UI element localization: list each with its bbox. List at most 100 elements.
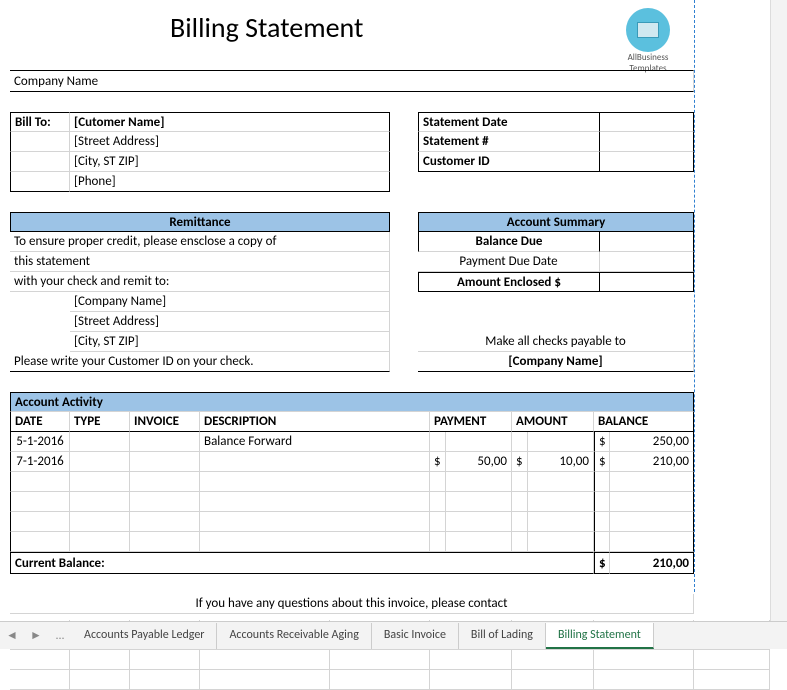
col-payment: PAYMENT xyxy=(430,412,512,432)
balance-due-value[interactable] xyxy=(600,232,694,252)
statement-number-label: Statement # xyxy=(418,132,600,152)
row-date[interactable] xyxy=(10,512,70,532)
bill-to-customer: [Cutomer Name] xyxy=(70,112,390,132)
col-type: TYPE xyxy=(70,412,130,432)
row-date[interactable]: 7-1-2016 xyxy=(10,452,70,472)
row-invoice[interactable] xyxy=(130,492,200,512)
row-invoice[interactable] xyxy=(130,532,200,552)
row-balance[interactable] xyxy=(610,512,694,532)
tab-nav-next-icon[interactable]: ► xyxy=(24,628,48,643)
row-date[interactable] xyxy=(10,492,70,512)
row-amount-cur xyxy=(512,532,528,552)
row-invoice[interactable] xyxy=(130,452,200,472)
remittance-line1: To ensure proper credit, please ensclose… xyxy=(10,232,390,252)
row-amount[interactable]: 10,00 xyxy=(528,452,594,472)
col-invoice: INVOICE xyxy=(130,412,200,432)
customer-id-value[interactable] xyxy=(600,152,694,172)
current-balance-val: 210,00 xyxy=(610,552,694,574)
row-amount[interactable] xyxy=(528,432,594,452)
row-type[interactable] xyxy=(70,532,130,552)
amount-enclosed-value[interactable] xyxy=(600,272,694,292)
row-amount[interactable] xyxy=(528,512,594,532)
bill-to-label: Bill To: xyxy=(10,112,70,132)
row-payment[interactable] xyxy=(446,472,512,492)
bill-to-phone: [Phone] xyxy=(70,172,390,192)
sheet-tab[interactable]: Accounts Receivable Aging xyxy=(217,623,371,649)
row-description[interactable] xyxy=(200,472,430,492)
row-balance-cur: $ xyxy=(594,432,610,452)
row-description[interactable] xyxy=(200,492,430,512)
row-description[interactable] xyxy=(200,452,430,472)
row-amount[interactable] xyxy=(528,492,594,512)
row-payment[interactable] xyxy=(446,432,512,452)
col-balance: BALANCE xyxy=(594,412,694,432)
row-type[interactable] xyxy=(70,472,130,492)
customer-id-label: Customer ID xyxy=(418,152,600,172)
row-payment[interactable]: 50,00 xyxy=(446,452,512,472)
row-payment-cur xyxy=(430,532,446,552)
payment-due-date-value[interactable] xyxy=(600,252,694,272)
row-payment-cur: $ xyxy=(430,452,446,472)
footer-question: If you have any questions about this inv… xyxy=(10,594,694,614)
statement-date-label: Statement Date xyxy=(418,112,600,132)
balance-due-label: Balance Due xyxy=(418,232,600,252)
amount-enclosed-label: Amount Enclosed $ xyxy=(418,272,600,292)
remittance-company: [Company Name] xyxy=(70,292,390,312)
row-type[interactable] xyxy=(70,512,130,532)
row-amount[interactable] xyxy=(528,532,594,552)
row-date[interactable] xyxy=(10,472,70,492)
sheet-tab[interactable]: Basic Invoice xyxy=(372,623,459,649)
row-payment[interactable] xyxy=(446,492,512,512)
remittance-line2: this statement xyxy=(10,252,390,272)
spreadsheet-sheet: Billing Statement AllBusiness Templates … xyxy=(0,0,770,620)
logo-text-1: AllBusiness xyxy=(626,52,670,63)
statement-date-value[interactable] xyxy=(600,112,694,132)
logo-icon xyxy=(626,8,670,52)
row-invoice[interactable] xyxy=(130,512,200,532)
row-amount-cur xyxy=(512,472,528,492)
row-amount[interactable] xyxy=(528,472,594,492)
remittance-header: Remittance xyxy=(10,212,390,232)
row-balance-cur xyxy=(594,512,610,532)
tab-more[interactable]: ... xyxy=(48,629,72,643)
row-type[interactable] xyxy=(70,492,130,512)
row-amount-cur: $ xyxy=(512,452,528,472)
row-description[interactable]: Balance Forward xyxy=(200,432,430,452)
row-balance[interactable]: 210,00 xyxy=(610,452,694,472)
make-checks-label: Make all checks payable to xyxy=(418,332,694,352)
row-balance-cur: $ xyxy=(594,452,610,472)
row-payment[interactable] xyxy=(446,512,512,532)
col-date: DATE xyxy=(10,412,70,432)
row-date[interactable]: 5-1-2016 xyxy=(10,432,70,452)
row-balance-cur xyxy=(594,492,610,512)
row-invoice[interactable] xyxy=(130,472,200,492)
row-amount-cur xyxy=(512,492,528,512)
row-amount-cur xyxy=(512,432,528,452)
current-balance-label: Current Balance: xyxy=(10,552,594,574)
account-activity-header: Account Activity xyxy=(10,392,694,412)
payment-due-date-label: Payment Due Date xyxy=(418,252,600,272)
row-balance[interactable]: 250,00 xyxy=(610,432,694,452)
vertical-scrollbar[interactable] xyxy=(770,0,787,621)
row-balance-cur xyxy=(594,532,610,552)
sheet-tab[interactable]: Accounts Payable Ledger xyxy=(72,623,217,649)
row-invoice[interactable] xyxy=(130,432,200,452)
sheet-tab[interactable]: Billing Statement xyxy=(546,623,654,649)
row-date[interactable] xyxy=(10,532,70,552)
row-description[interactable] xyxy=(200,512,430,532)
row-balance[interactable] xyxy=(610,532,694,552)
row-balance-cur xyxy=(594,472,610,492)
sheet-tab[interactable]: Bill of Lading xyxy=(459,623,546,649)
statement-number-value[interactable] xyxy=(600,132,694,152)
row-type[interactable] xyxy=(70,432,130,452)
row-balance[interactable] xyxy=(610,492,694,512)
row-payment-cur xyxy=(430,432,446,452)
sheet-tabs: ◄ ► ... Accounts Payable LedgerAccounts … xyxy=(0,621,787,649)
row-type[interactable] xyxy=(70,452,130,472)
payee-name: [Company Name] xyxy=(418,352,694,372)
row-description[interactable] xyxy=(200,532,430,552)
row-balance[interactable] xyxy=(610,472,694,492)
row-payment[interactable] xyxy=(446,532,512,552)
tab-nav-prev-icon[interactable]: ◄ xyxy=(0,628,24,643)
page-title: Billing Statement xyxy=(170,10,363,45)
